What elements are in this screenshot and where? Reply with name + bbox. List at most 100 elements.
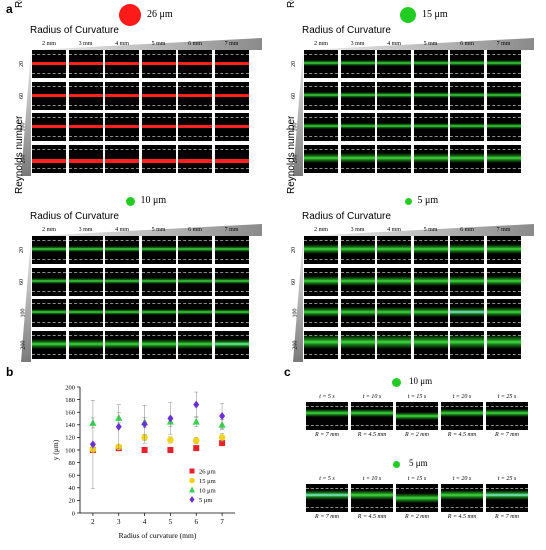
micrograph-cell (377, 267, 411, 296)
channel-wall-line (304, 322, 338, 323)
column-header-radius: 7 mm (496, 41, 511, 47)
channel-wall-line (105, 85, 139, 87)
particle-stream-band (377, 91, 411, 98)
micrograph-cell (214, 267, 249, 296)
channel-wall-line (486, 54, 521, 55)
channel-wall-line (351, 406, 393, 407)
channel-wall-line (178, 334, 212, 336)
micrograph-cell (32, 330, 66, 359)
channel-wall-line (486, 259, 521, 260)
particle-stream-band (450, 244, 484, 254)
micrograph-cell (486, 50, 521, 78)
data-point-diamond (193, 400, 200, 409)
channel-wall-line (178, 271, 212, 273)
channel-wall-line (105, 303, 139, 304)
particle-stream-band (377, 152, 411, 163)
radius-label: R = 2 mm (405, 514, 429, 520)
y-tick-label: 120 (65, 435, 75, 442)
reynolds-wedge (21, 236, 31, 362)
legend-label: 26 μm (199, 468, 216, 475)
channel-wall-line (377, 322, 411, 323)
particle-stream-band (32, 338, 66, 349)
channel-wall-line (68, 117, 103, 118)
time-lapse-cell (351, 402, 393, 430)
channel-wall-line (178, 85, 212, 87)
micrograph-cell (178, 330, 212, 359)
channel-wall-line (486, 117, 521, 118)
channel-wall-line (178, 259, 212, 260)
radius-wedge (304, 38, 534, 50)
channel-wall-line (340, 303, 375, 304)
radius-wedge (32, 224, 262, 236)
particle-stream-band (377, 123, 411, 129)
channel-wall-line (450, 54, 484, 55)
column-header-radius: 4 mm (115, 41, 129, 47)
particle-stream-band (214, 62, 249, 65)
channel-wall-line (450, 303, 484, 304)
particle-stream-band (32, 246, 66, 252)
column-header-radius: 3 mm (78, 41, 93, 47)
particle-size-label: 10 μm (409, 376, 433, 386)
channel-wall-line (141, 117, 176, 118)
reynolds-wedge (293, 50, 303, 176)
micrograph-cell (141, 236, 176, 264)
channel-wall-line (340, 167, 375, 169)
subpanel-0: 26 μm Radius of Curvature 2 mm 3 mm 4 mm 5 mm… (14, 0, 272, 188)
channel-wall-line (178, 136, 212, 137)
time-label: t = 25 s (497, 394, 517, 400)
channel-wall-line (450, 167, 484, 169)
particle-stream-band (32, 125, 66, 128)
micrograph-cell (105, 330, 139, 359)
micrograph-cell (450, 267, 484, 296)
data-point-diamond (115, 422, 122, 431)
micrograph-cell (178, 267, 212, 296)
channel-wall-line (32, 259, 66, 260)
channel-wall-line (377, 353, 411, 355)
column-header-radius: 2 mm (42, 41, 56, 47)
micrograph-cell (304, 330, 338, 359)
channel-wall-line (304, 104, 338, 106)
x-tick-label: 5 (169, 518, 173, 526)
channel-wall-line (450, 240, 484, 241)
y-tick-label: 40 (69, 485, 76, 492)
channel-wall-line (304, 148, 338, 150)
channel-wall-line (441, 406, 483, 407)
channel-wall-line (396, 507, 438, 508)
channel-wall-line (214, 117, 249, 118)
channel-wall-line (178, 322, 212, 323)
particle-stream-band (441, 490, 483, 500)
micrograph-cell (486, 144, 521, 173)
micrograph-cell (32, 267, 66, 296)
particle-stream-band (68, 93, 103, 97)
channel-wall-line (340, 271, 375, 273)
channel-wall-line (304, 54, 338, 55)
particle-stream-band (105, 309, 139, 315)
channel-wall-line (68, 54, 103, 55)
channel-wall-line (306, 406, 348, 407)
particle-stream-band (68, 62, 103, 65)
y-tick-label: 80 (69, 460, 76, 467)
micrograph-cell (178, 50, 212, 78)
channel-wall-line (32, 73, 66, 74)
channel-wall-line (340, 322, 375, 323)
micrograph-cell (377, 144, 411, 173)
micrograph-cell (178, 236, 212, 264)
channel-wall-line (178, 303, 212, 304)
micrograph-cell (68, 267, 103, 296)
particle-stream-band (396, 412, 438, 420)
channel-wall-line (306, 507, 348, 508)
channel-wall-line (214, 54, 249, 55)
particle-stream-band (450, 60, 484, 66)
particle-stream-band (304, 91, 338, 98)
particle-size-label: 15 μm (422, 9, 448, 20)
particle-stream-band (178, 93, 212, 97)
x-axis-label: Radius of curvature (mm) (119, 531, 197, 540)
micrograph-cell (340, 50, 375, 78)
particle-stream-band (141, 125, 176, 128)
particle-stream-band (486, 334, 521, 349)
channel-wall-line (396, 406, 438, 407)
legend-label: 10 μm (199, 487, 216, 494)
particle-size-dot (125, 196, 135, 206)
channel-wall-line (105, 259, 139, 260)
particle-stream-band (214, 309, 249, 315)
